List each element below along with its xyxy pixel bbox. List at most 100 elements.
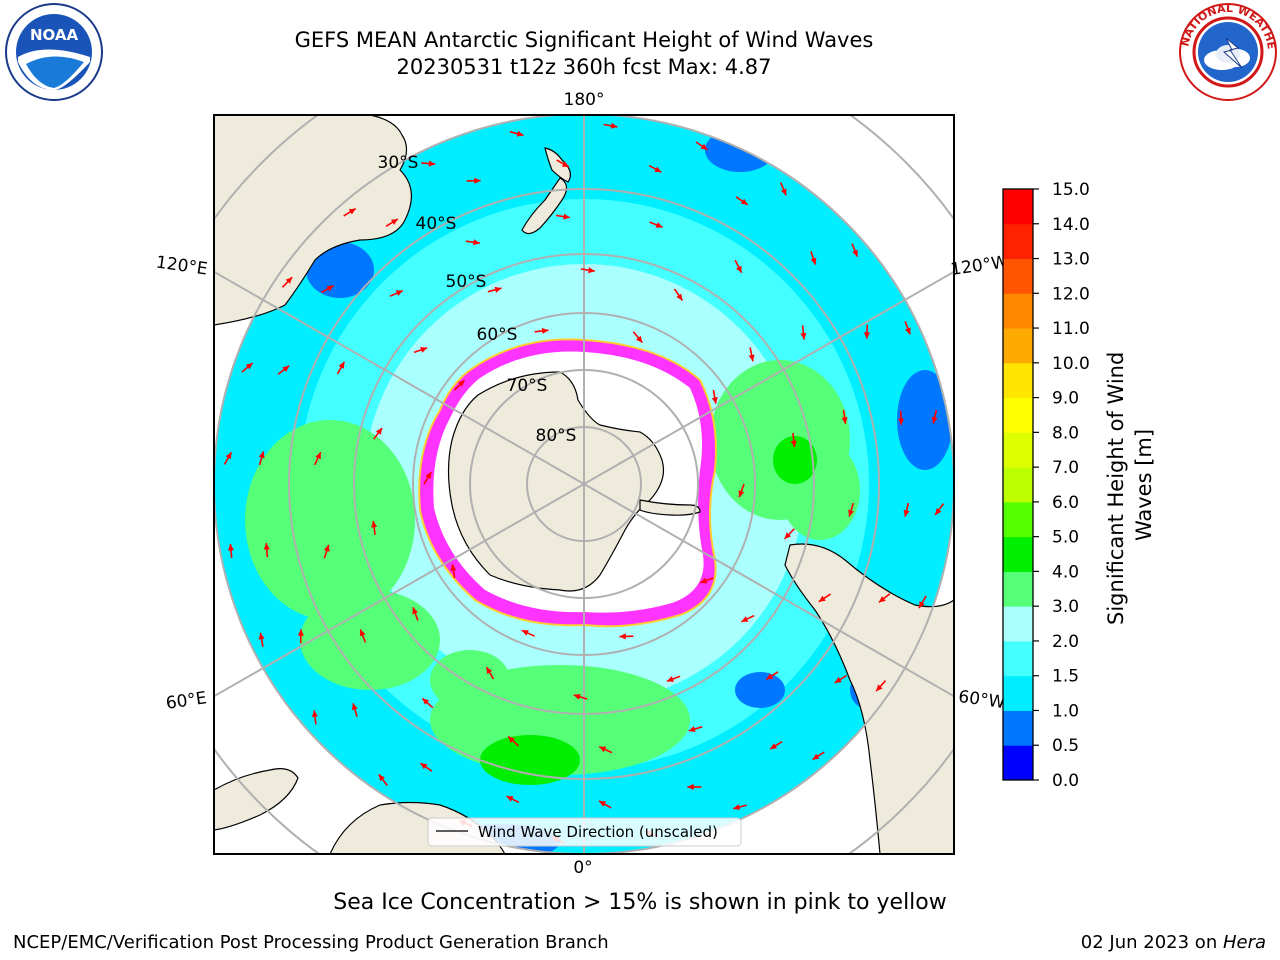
- wave-direction-arrowhead: [375, 428, 383, 435]
- wave-direction-arrowhead: [395, 290, 403, 296]
- wave-direction-arrowhead: [599, 801, 606, 807]
- colorbar-cell: [1003, 501, 1033, 538]
- colorbar-cell: [1003, 467, 1033, 503]
- wave-direction-arrowhead: [687, 783, 694, 790]
- colorbar-cell: [1003, 710, 1033, 746]
- wave-direction-arrowhead: [905, 327, 911, 335]
- colorbar-tick-label: 2.0: [1052, 632, 1079, 652]
- wave-height-4to5-patches: [480, 436, 817, 785]
- wave-direction-arrowhead: [733, 804, 740, 810]
- wave-direction-arrowhead: [351, 703, 358, 711]
- wave-direction-arrowhead: [834, 676, 842, 683]
- wave-direction-arrowhead: [450, 564, 457, 571]
- colorbar-frame: [1002, 188, 1034, 781]
- colorbar-tick-label: 0.5: [1052, 736, 1079, 756]
- footer-right: 02 Jun 2023 on Hera: [1081, 932, 1266, 953]
- colorbar-tick-label: 5.0: [1052, 528, 1079, 548]
- wave-direction-arrowhead: [841, 417, 848, 424]
- wave-direction-arrowhead: [390, 219, 398, 225]
- colorbar-tick-label: 10.0: [1052, 354, 1090, 374]
- wave-direction-arrowhead: [766, 673, 774, 680]
- footer-left: NCEP/EMC/Verification Post Processing Pr…: [13, 932, 609, 953]
- wave-direction-arrowhead: [770, 743, 778, 750]
- wave-direction-arrowhead: [348, 208, 356, 215]
- wave-direction-arrowhead: [371, 521, 378, 528]
- colorbar-tick-label: 1.5: [1052, 667, 1079, 687]
- wave-direction-arrowhead: [473, 239, 480, 246]
- colorbar-cell: [1003, 745, 1033, 781]
- wave-direction-arrowhead: [818, 595, 826, 602]
- wave-direction-arrowhead: [741, 616, 749, 622]
- chart-subtitle: 20230531 t12z 360h fcst Max: 4.87: [396, 55, 772, 79]
- caption: Sea Ice Concentration > 15% is shown in …: [333, 890, 947, 915]
- wave-direction-arrowhead: [848, 509, 854, 517]
- wave-height-3to4-patches: [245, 360, 860, 775]
- wave-direction-arrowhead: [700, 143, 708, 150]
- wave-direction-arrowhead: [748, 354, 755, 362]
- colorbar-tick-label: 7.0: [1052, 458, 1079, 478]
- new-zealand-south-island: [521, 177, 568, 235]
- wave-direction-arrowhead: [474, 177, 481, 184]
- colorbar-tick-label: 14.0: [1052, 215, 1090, 235]
- colorbar-tick-label: 15.0: [1052, 180, 1090, 200]
- wave-direction-arrowhead: [700, 577, 708, 584]
- wave-direction-arrowhead: [738, 490, 745, 498]
- footer-date: 02 Jun 2023 on: [1080, 932, 1223, 953]
- wave-direction-arrowhead: [245, 363, 253, 370]
- wave-direction-arrowhead: [326, 285, 334, 292]
- colorbar-tick-label: 0.0: [1052, 771, 1079, 791]
- wave-direction-arrowhead: [610, 122, 618, 129]
- wave-direction-arrowhead: [740, 198, 748, 205]
- wave-direction-arrowhead: [422, 698, 429, 705]
- noaa-logo: NOAA: [5, 3, 103, 101]
- lat-label-70s: 70°S: [507, 376, 548, 396]
- lat-label-40s: 40°S: [416, 214, 457, 234]
- colorbar-label: Significant Height of Wind Waves [m]: [1104, 345, 1156, 625]
- latitude-labels: 30°S 40°S 50°S 60°S 70°S 80°S: [378, 153, 577, 446]
- wave-direction-arrowhead: [263, 543, 270, 550]
- colorbar-tick-label: 13.0: [1052, 250, 1090, 270]
- lat-label-80s: 80°S: [536, 426, 577, 446]
- wave-direction-arrowhead: [227, 544, 234, 551]
- colorbar-cell: [1003, 223, 1033, 260]
- australia-landmass: [214, 115, 412, 326]
- wave-direction-arrowhead: [800, 332, 807, 340]
- colorbar-tick-label: 9.0: [1052, 389, 1079, 409]
- colorbar-cell: [1003, 675, 1033, 711]
- lat-label-60s: 60°S: [477, 325, 518, 345]
- lat-label-50s: 50°S: [446, 272, 487, 292]
- wave-direction-arrowhead: [784, 532, 792, 539]
- wave-direction-arrowhead: [323, 544, 330, 552]
- colorbar-cell: [1003, 293, 1033, 329]
- wave-direction-arrowhead: [561, 161, 569, 167]
- colorbar-cell: [1003, 571, 1033, 607]
- wave-direction-arrowhead: [494, 286, 502, 293]
- wave-direction-arrowhead: [790, 440, 797, 448]
- wave-direction-arrowhead: [458, 380, 465, 387]
- new-zealand-north-island: [544, 147, 572, 183]
- colorbar-cell: [1003, 640, 1033, 677]
- wave-direction-arrowhead: [903, 509, 910, 517]
- wave-direction-arrowhead: [541, 327, 549, 334]
- wave-direction-arrowhead: [297, 629, 304, 636]
- wave-direction-arrowhead: [506, 796, 514, 802]
- wave-direction-arrowhead: [666, 676, 674, 682]
- wave-direction-arrowhead: [420, 347, 428, 353]
- colorbar-cell: [1003, 432, 1033, 468]
- antarctica-landmass: [447, 371, 665, 592]
- wind-wave-direction-arrows: [223, 122, 945, 845]
- map-legend: Wind Wave Direction (unscaled): [427, 817, 742, 847]
- wave-direction-arrowhead: [521, 630, 529, 636]
- wave-direction-arrowhead: [876, 684, 883, 692]
- wave-direction-arrowhead: [315, 452, 321, 460]
- wave-direction-arrowhead: [654, 166, 662, 173]
- wave-direction-arrowhead: [412, 607, 418, 615]
- wave-direction-arrowhead: [898, 418, 905, 425]
- map-frame: [213, 114, 955, 855]
- wave-direction-arrowhead: [676, 293, 683, 301]
- colorbar-cell: [1003, 397, 1033, 433]
- wave-direction-arrowhead: [688, 726, 696, 732]
- wave-direction-arrowhead: [573, 693, 581, 700]
